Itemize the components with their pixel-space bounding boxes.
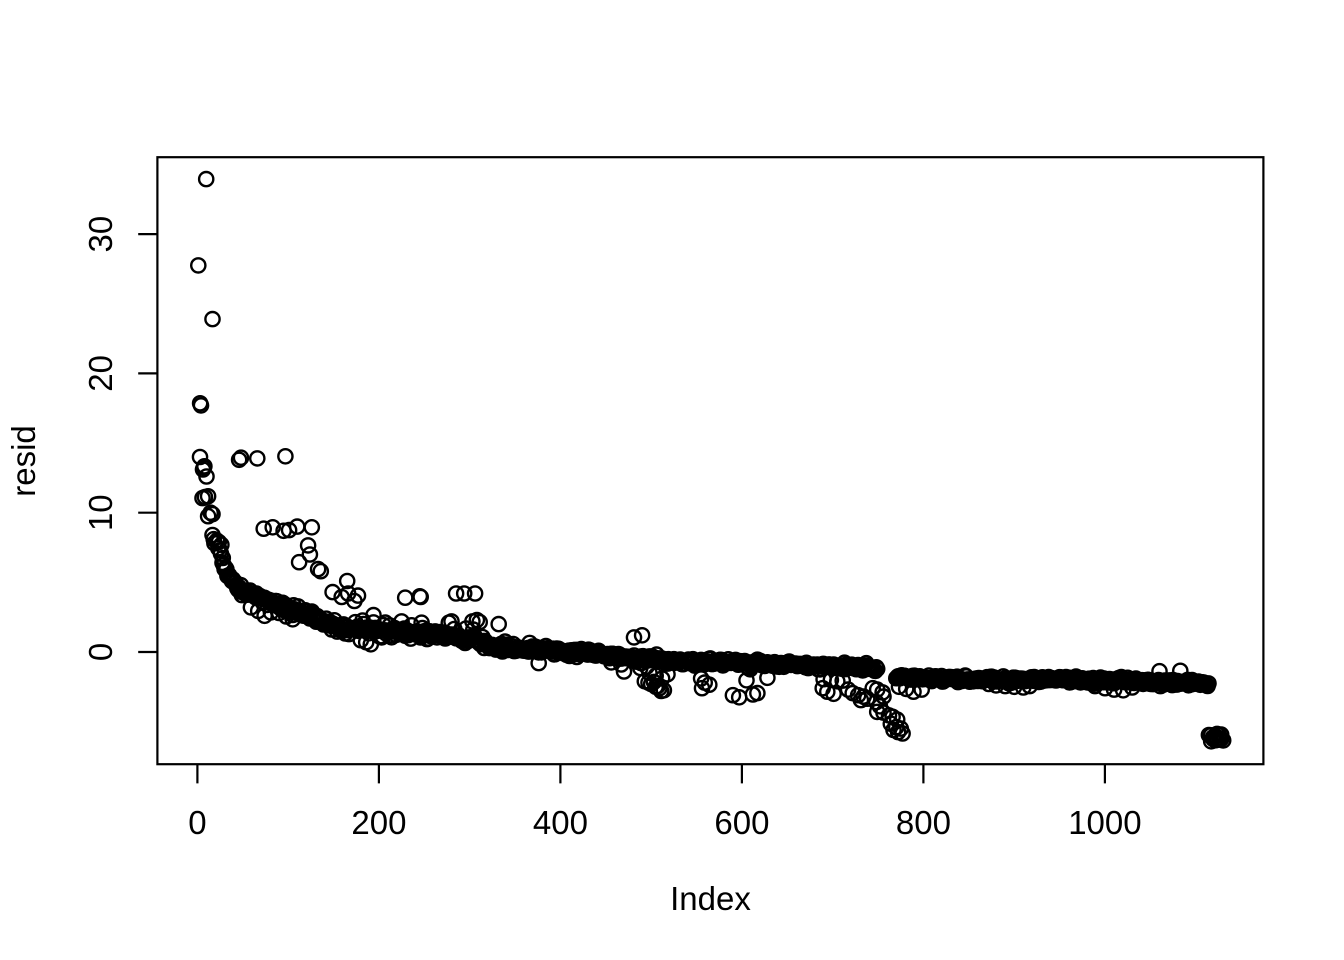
svg-text:20: 20 — [82, 355, 119, 392]
svg-text:resid: resid — [5, 425, 42, 497]
svg-text:10: 10 — [82, 494, 119, 531]
svg-text:0: 0 — [188, 804, 206, 841]
svg-text:0: 0 — [82, 643, 119, 661]
svg-text:30: 30 — [82, 216, 119, 253]
svg-text:200: 200 — [351, 804, 406, 841]
svg-text:800: 800 — [896, 804, 951, 841]
svg-text:1000: 1000 — [1068, 804, 1141, 841]
svg-text:400: 400 — [533, 804, 588, 841]
svg-text:Index: Index — [670, 880, 751, 917]
svg-text:600: 600 — [714, 804, 769, 841]
